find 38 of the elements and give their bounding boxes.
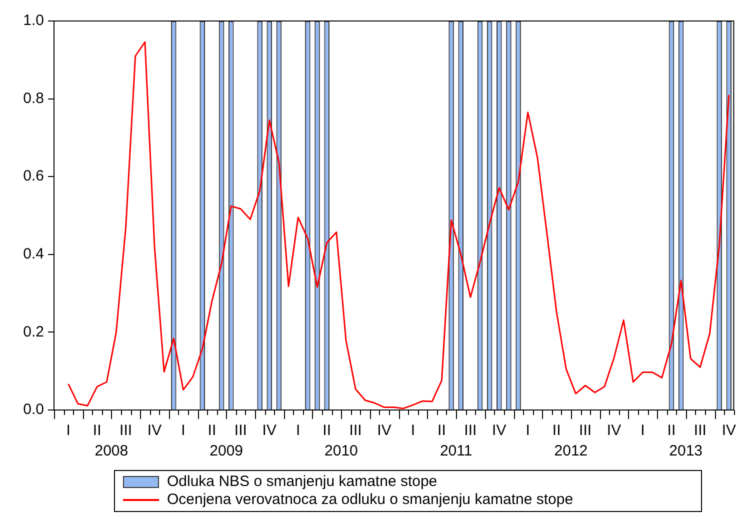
x-tick-label: III xyxy=(349,422,362,440)
x-tick-label: IV xyxy=(147,422,162,440)
text: 2013 xyxy=(669,442,703,460)
x-tick-label: I xyxy=(66,422,70,440)
x-tick-label: IV xyxy=(492,422,506,440)
y-tick-label: 0.6 xyxy=(23,168,44,185)
x-tick-label: I xyxy=(640,422,645,440)
x-tick-label: II xyxy=(667,422,676,440)
x-tick-label: IV xyxy=(377,422,392,440)
y-tick-label: 0.8 xyxy=(23,90,44,107)
x-tick-label: IV xyxy=(606,422,622,440)
text: 2012 xyxy=(554,442,588,460)
text: 2011 xyxy=(440,442,472,460)
x-tick-label: I xyxy=(181,422,186,440)
x-tick-label: I xyxy=(526,422,530,440)
legend-label: Ocenjena verovatnoca za odluku o smanjenju kamatne stope xyxy=(167,491,574,509)
x-tick-label: III xyxy=(234,422,247,440)
x-tick-label: II xyxy=(322,422,332,440)
x-tick-label: II xyxy=(438,422,446,440)
x-tick-label: II xyxy=(552,422,561,440)
y-tick-label: 1.0 xyxy=(23,12,44,30)
x-tick-label: I xyxy=(410,422,416,440)
x-tick-label: III xyxy=(694,422,706,440)
x-tick-label: III xyxy=(464,422,477,440)
y-tick-label: 0.4 xyxy=(23,246,44,263)
legend-label: Odluka NBS o smanjenju kamatne stope xyxy=(167,473,438,491)
text: 2010 xyxy=(324,442,358,460)
y-tick-label: 0.2 xyxy=(23,323,44,340)
x-tick-label: I xyxy=(296,422,300,440)
y-tick-label: 0.0 xyxy=(23,401,44,418)
x-tick-label: III xyxy=(120,422,132,440)
text: 2008 xyxy=(94,442,128,460)
x-tick-label: II xyxy=(208,422,216,440)
x-tick-label: IV xyxy=(262,422,276,440)
text: 2009 xyxy=(210,442,244,460)
x-tick-label: IV xyxy=(722,422,736,440)
x-tick-label: III xyxy=(579,422,592,440)
x-tick-label: II xyxy=(92,422,102,440)
